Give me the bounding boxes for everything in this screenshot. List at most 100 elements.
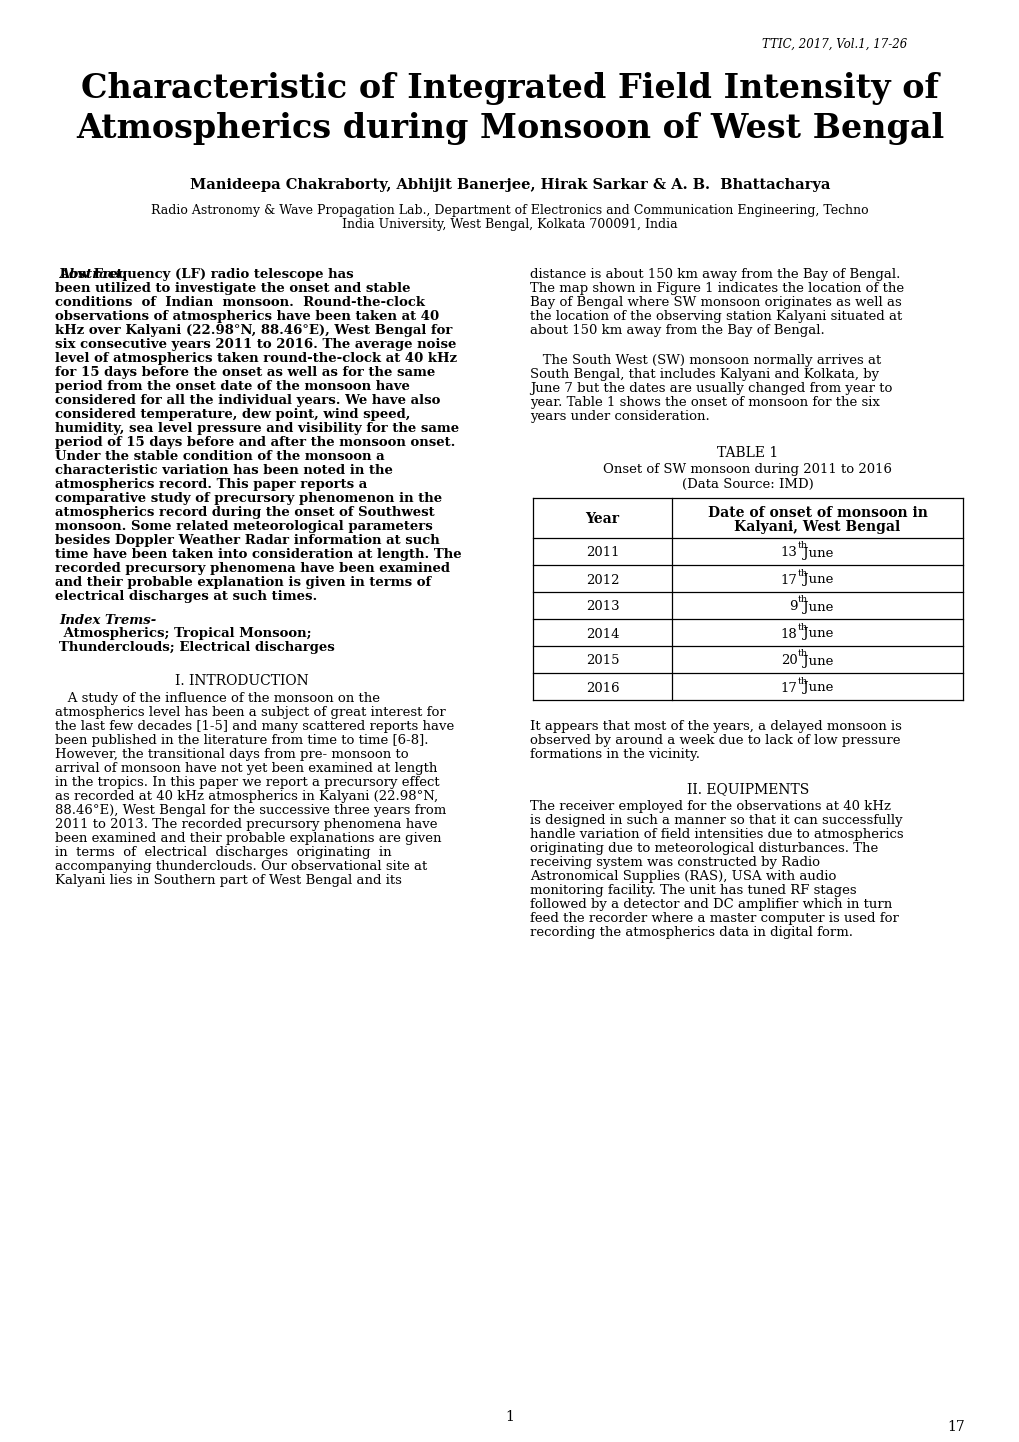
- Text: originating due to meteorological disturbances. The: originating due to meteorological distur…: [530, 842, 877, 855]
- Text: besides Doppler Weather Radar information at such: besides Doppler Weather Radar informatio…: [55, 534, 439, 547]
- Text: I. INTRODUCTION: I. INTRODUCTION: [175, 673, 309, 688]
- Text: 18: 18: [780, 627, 797, 640]
- Text: th: th: [797, 542, 807, 551]
- Text: TABLE 1: TABLE 1: [716, 446, 777, 460]
- Text: Low Frequency (LF) radio telescope has: Low Frequency (LF) radio telescope has: [55, 268, 354, 281]
- Text: Atmospherics during Monsoon of West Bengal: Atmospherics during Monsoon of West Beng…: [75, 112, 944, 146]
- Text: Index Trems-: Index Trems-: [59, 614, 156, 627]
- Text: humidity, sea level pressure and visibility for the same: humidity, sea level pressure and visibil…: [55, 423, 459, 435]
- Text: TTIC, 2017, Vol.1, 17-26: TTIC, 2017, Vol.1, 17-26: [761, 37, 906, 50]
- Text: period of 15 days before and after the monsoon onset.: period of 15 days before and after the m…: [55, 435, 454, 448]
- Text: recorded precursory phenomena have been examined: recorded precursory phenomena have been …: [55, 562, 449, 575]
- Text: years under consideration.: years under consideration.: [530, 410, 709, 423]
- Text: Onset of SW monsoon during 2011 to 2016: Onset of SW monsoon during 2011 to 2016: [603, 463, 892, 476]
- Text: 9: 9: [789, 600, 797, 613]
- Text: 2013: 2013: [585, 600, 619, 613]
- Text: observed by around a week due to lack of low pressure: observed by around a week due to lack of…: [530, 734, 900, 747]
- Text: been examined and their probable explanations are given: been examined and their probable explana…: [55, 832, 441, 845]
- Text: period from the onset date of the monsoon have: period from the onset date of the monsoo…: [55, 381, 410, 394]
- Text: June: June: [799, 627, 834, 640]
- Text: comparative study of precursory phenomenon in the: comparative study of precursory phenomen…: [55, 492, 441, 505]
- Text: The receiver employed for the observations at 40 kHz: The receiver employed for the observatio…: [530, 800, 891, 813]
- Text: the location of the observing station Kalyani situated at: the location of the observing station Ka…: [530, 310, 902, 323]
- Text: 20: 20: [780, 655, 797, 668]
- Text: th: th: [797, 649, 807, 659]
- Text: characteristic variation has been noted in the: characteristic variation has been noted …: [55, 464, 392, 477]
- Text: th: th: [797, 623, 807, 632]
- Text: about 150 km away from the Bay of Bengal.: about 150 km away from the Bay of Bengal…: [530, 324, 824, 337]
- Text: monsoon. Some related meteorological parameters: monsoon. Some related meteorological par…: [55, 521, 432, 534]
- Text: (Data Source: IMD): (Data Source: IMD): [682, 477, 813, 490]
- Text: atmospherics record. This paper reports a: atmospherics record. This paper reports …: [55, 477, 367, 490]
- Text: Kalyani lies in Southern part of West Bengal and its: Kalyani lies in Southern part of West Be…: [55, 874, 401, 887]
- Text: been published in the literature from time to time [6-8].: been published in the literature from ti…: [55, 734, 428, 747]
- Text: 2011: 2011: [585, 547, 619, 559]
- Text: th: th: [797, 596, 807, 604]
- Text: Abstract:: Abstract:: [59, 268, 126, 281]
- Text: Atmospherics; Tropical Monsoon;: Atmospherics; Tropical Monsoon;: [59, 627, 312, 640]
- Text: th: th: [797, 568, 807, 577]
- Text: kHz over Kalyani (22.98°N, 88.46°E), West Bengal for: kHz over Kalyani (22.98°N, 88.46°E), Wes…: [55, 324, 452, 337]
- Text: monitoring facility. The unit has tuned RF stages: monitoring facility. The unit has tuned …: [530, 884, 856, 897]
- Text: South Bengal, that includes Kalyani and Kolkata, by: South Bengal, that includes Kalyani and …: [530, 368, 878, 381]
- Text: However, the transitional days from pre- monsoon to: However, the transitional days from pre-…: [55, 748, 409, 761]
- Text: 2016: 2016: [585, 682, 619, 695]
- Text: electrical discharges at such times.: electrical discharges at such times.: [55, 590, 317, 603]
- Text: Radio Astronomy & Wave Propagation Lab., Department of Electronics and Communica: Radio Astronomy & Wave Propagation Lab.,…: [151, 203, 868, 216]
- Text: and their probable explanation is given in terms of: and their probable explanation is given …: [55, 575, 431, 588]
- Text: June: June: [799, 655, 834, 668]
- Text: II. EQUIPMENTS: II. EQUIPMENTS: [686, 782, 808, 796]
- Text: Under the stable condition of the monsoon a: Under the stable condition of the monsoo…: [55, 450, 384, 463]
- Text: Astronomical Supplies (RAS), USA with audio: Astronomical Supplies (RAS), USA with au…: [530, 870, 836, 883]
- Text: followed by a detector and DC amplifier which in turn: followed by a detector and DC amplifier …: [530, 898, 892, 911]
- Text: 2015: 2015: [585, 655, 619, 668]
- Text: is designed in such a manner so that it can successfully: is designed in such a manner so that it …: [530, 813, 902, 828]
- Text: handle variation of field intensities due to atmospherics: handle variation of field intensities du…: [530, 828, 903, 841]
- Text: th: th: [797, 676, 807, 685]
- Text: in  terms  of  electrical  discharges  originating  in: in terms of electrical discharges origin…: [55, 846, 391, 859]
- Text: 2011 to 2013. The recorded precursory phenomena have: 2011 to 2013. The recorded precursory ph…: [55, 818, 437, 831]
- Text: arrival of monsoon have not yet been examined at length: arrival of monsoon have not yet been exa…: [55, 761, 437, 774]
- Text: the last few decades [1-5] and many scattered reports have: the last few decades [1-5] and many scat…: [55, 720, 453, 733]
- Text: time have been taken into consideration at length. The: time have been taken into consideration …: [55, 548, 462, 561]
- Text: considered temperature, dew point, wind speed,: considered temperature, dew point, wind …: [55, 408, 410, 421]
- Text: atmospherics record during the onset of Southwest: atmospherics record during the onset of …: [55, 506, 434, 519]
- Text: Manideepa Chakraborty, Abhijit Banerjee, Hirak Sarkar & A. B.  Bhattacharya: Manideepa Chakraborty, Abhijit Banerjee,…: [190, 177, 829, 192]
- Text: June: June: [799, 574, 834, 587]
- Text: The South West (SW) monsoon normally arrives at: The South West (SW) monsoon normally arr…: [530, 353, 880, 368]
- Text: accompanying thunderclouds. Our observational site at: accompanying thunderclouds. Our observat…: [55, 859, 427, 872]
- Text: observations of atmospherics have been taken at 40: observations of atmospherics have been t…: [55, 310, 439, 323]
- Text: The map shown in Figure 1 indicates the location of the: The map shown in Figure 1 indicates the …: [530, 283, 903, 296]
- Text: A study of the influence of the monsoon on the: A study of the influence of the monsoon …: [55, 692, 380, 705]
- Text: Kalyani, West Bengal: Kalyani, West Bengal: [734, 521, 900, 534]
- Text: 88.46°E), West Bengal for the successive three years from: 88.46°E), West Bengal for the successive…: [55, 805, 446, 818]
- Text: June 7 but the dates are usually changed from year to: June 7 but the dates are usually changed…: [530, 382, 892, 395]
- Text: June: June: [799, 600, 834, 613]
- Text: recording the atmospherics data in digital form.: recording the atmospherics data in digit…: [530, 926, 852, 939]
- Text: distance is about 150 km away from the Bay of Bengal.: distance is about 150 km away from the B…: [530, 268, 900, 281]
- Text: June: June: [799, 547, 834, 559]
- Text: been utilized to investigate the onset and stable: been utilized to investigate the onset a…: [55, 283, 410, 296]
- Text: level of atmospherics taken round-the-clock at 40 kHz: level of atmospherics taken round-the-cl…: [55, 352, 457, 365]
- Text: Thunderclouds; Electrical discharges: Thunderclouds; Electrical discharges: [59, 642, 334, 655]
- Text: 17: 17: [947, 1420, 964, 1433]
- Text: 13: 13: [780, 547, 797, 559]
- Text: 17: 17: [780, 682, 797, 695]
- Text: June: June: [799, 682, 834, 695]
- Text: as recorded at 40 kHz atmospherics in Kalyani (22.98°N,: as recorded at 40 kHz atmospherics in Ka…: [55, 790, 438, 803]
- Text: Year: Year: [585, 512, 619, 526]
- Text: six consecutive years 2011 to 2016. The average noise: six consecutive years 2011 to 2016. The …: [55, 337, 455, 350]
- Text: for 15 days before the onset as well as for the same: for 15 days before the onset as well as …: [55, 366, 435, 379]
- Text: Characteristic of Integrated Field Intensity of: Characteristic of Integrated Field Inten…: [81, 72, 938, 105]
- Text: year. Table 1 shows the onset of monsoon for the six: year. Table 1 shows the onset of monsoon…: [530, 397, 879, 410]
- Text: conditions  of  Indian  monsoon.  Round-the-clock: conditions of Indian monsoon. Round-the-…: [55, 296, 425, 309]
- Text: 2014: 2014: [585, 627, 619, 640]
- Text: atmospherics level has been a subject of great interest for: atmospherics level has been a subject of…: [55, 707, 445, 720]
- Text: It appears that most of the years, a delayed monsoon is: It appears that most of the years, a del…: [530, 720, 901, 733]
- Text: 1: 1: [505, 1410, 514, 1425]
- Text: feed the recorder where a master computer is used for: feed the recorder where a master compute…: [530, 911, 898, 924]
- Text: Date of onset of monsoon in: Date of onset of monsoon in: [707, 506, 926, 521]
- Text: 17: 17: [780, 574, 797, 587]
- Text: India University, West Bengal, Kolkata 700091, India: India University, West Bengal, Kolkata 7…: [341, 218, 678, 231]
- Text: 2012: 2012: [585, 574, 619, 587]
